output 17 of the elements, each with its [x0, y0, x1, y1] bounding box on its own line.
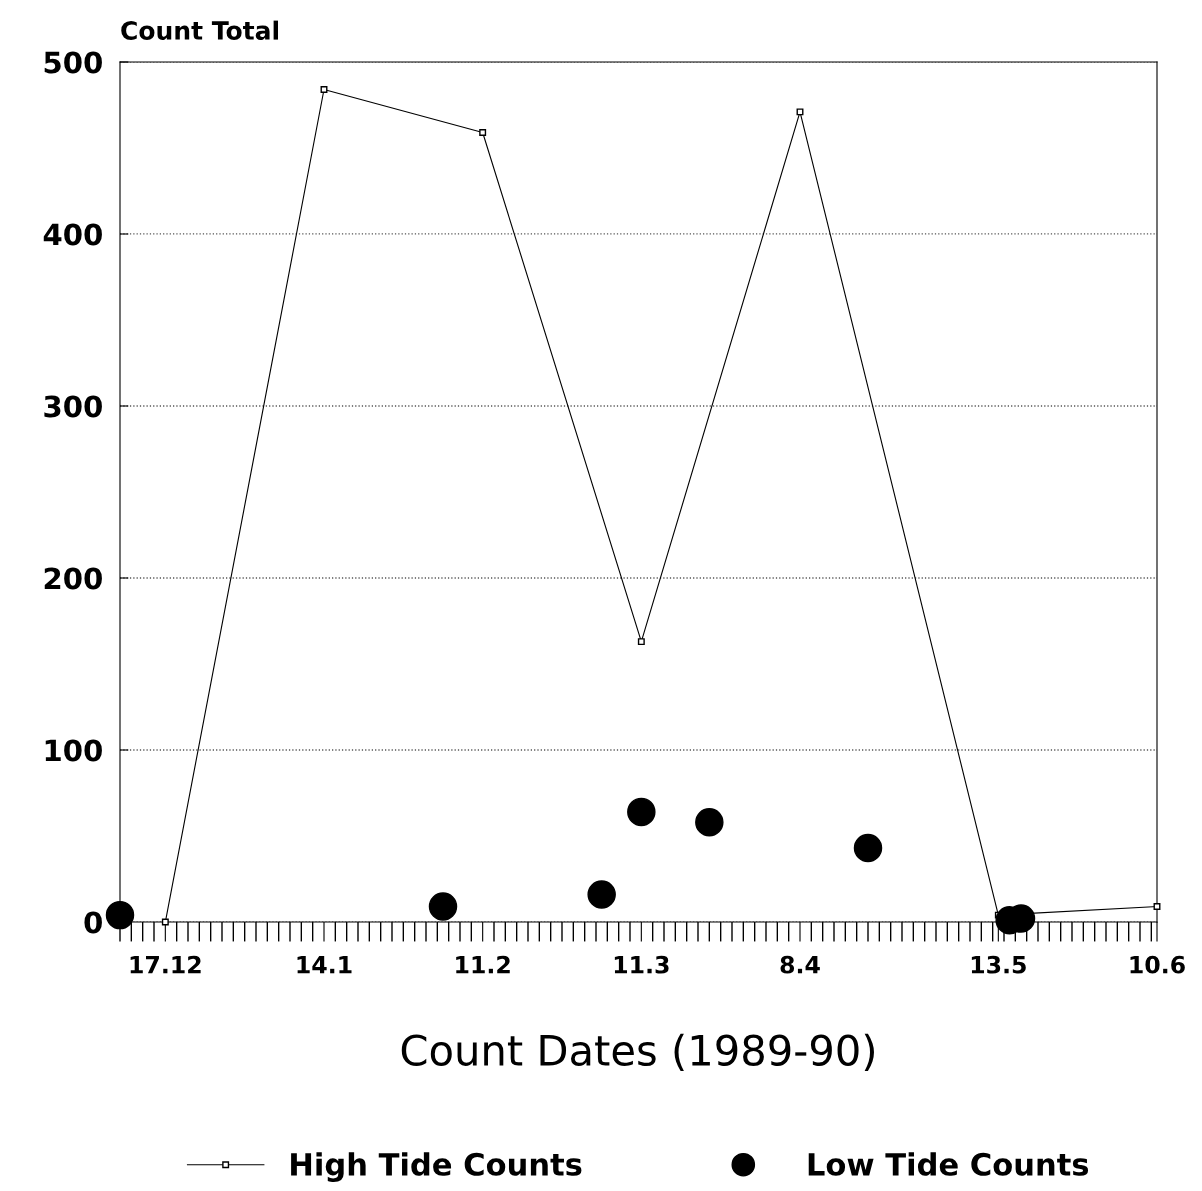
y-tick-label: 0: [84, 911, 102, 934]
x-tick-label: 17.12: [130, 955, 201, 974]
x-tick-label: 11.3: [614, 955, 669, 974]
y-axis-title: Count Total: [121, 20, 278, 40]
legend-label: Low Tide Counts: [808, 1152, 1089, 1176]
y-tick-label: 200: [44, 567, 102, 590]
x-tick-label: 11.2: [456, 955, 510, 974]
y-tick-label: 400: [43, 223, 102, 246]
x-tick-label: 13.5: [971, 955, 1026, 974]
x-tick-label: 14.1: [297, 956, 352, 974]
x-axis-title: Count Dates (1989-90): [401, 1033, 874, 1071]
y-tick-label: 100: [45, 739, 102, 762]
legend-label: High Tide Counts: [291, 1152, 582, 1183]
y-tick-label: 300: [44, 395, 102, 418]
x-tick-label: 10.6: [1130, 955, 1185, 974]
y-tick-label: 500: [44, 51, 102, 74]
x-tick-label: 8.4: [780, 955, 820, 974]
